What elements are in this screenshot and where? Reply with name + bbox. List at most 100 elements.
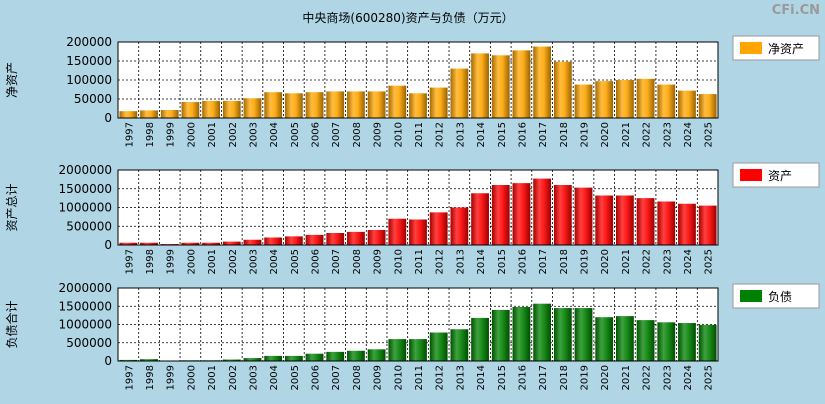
x-tick-label: 2017: [538, 122, 549, 147]
bar-2018: [554, 185, 572, 245]
bar-2007: [326, 233, 344, 245]
bar-2021: [616, 196, 634, 246]
y-tick-label: 1000000: [59, 201, 112, 215]
legend-swatch: [740, 42, 762, 54]
x-tick-label: 2018: [559, 249, 570, 274]
x-tick-label: 2013: [455, 365, 466, 390]
bar-2022: [637, 320, 655, 361]
bar-2007: [326, 352, 344, 361]
x-tick-label: 2016: [517, 249, 528, 274]
x-tick-label: 1999: [166, 249, 177, 274]
bar-1998: [140, 110, 158, 118]
bar-2010: [388, 339, 406, 361]
x-tick-label: 2022: [642, 365, 653, 390]
x-tick-label: 2011: [414, 249, 425, 274]
bar-2021: [616, 316, 634, 361]
x-tick-label: 2023: [662, 122, 673, 147]
bar-2011: [409, 220, 427, 246]
x-tick-label: 2013: [455, 249, 466, 274]
x-tick-label: 2012: [435, 365, 446, 390]
bar-2021: [616, 80, 634, 118]
x-tick-label: 2005: [290, 249, 301, 274]
x-tick-label: 1997: [124, 249, 135, 274]
x-tick-label: 2004: [269, 249, 280, 274]
x-tick-label: 2020: [600, 365, 611, 390]
y-tick-label: 0: [104, 354, 112, 368]
bar-2006: [306, 354, 324, 361]
bar-2016: [513, 183, 531, 245]
x-tick-label: 2000: [186, 249, 197, 274]
bar-2004: [264, 92, 282, 118]
x-tick-label: 2017: [538, 249, 549, 274]
bar-2018: [554, 62, 572, 118]
x-tick-label: 2005: [290, 122, 301, 147]
y-tick-label: 1500000: [59, 299, 112, 313]
x-tick-label: 2008: [352, 365, 363, 390]
x-tick-label: 2019: [580, 249, 591, 274]
x-tick-label: 2000: [186, 122, 197, 147]
y-tick-label: 150000: [66, 54, 112, 68]
x-tick-label: 2001: [207, 122, 218, 147]
bar-2003: [244, 98, 262, 118]
x-tick-label: 2023: [662, 249, 673, 274]
bar-2009: [368, 349, 386, 361]
x-tick-label: 1998: [145, 249, 156, 274]
watermark: CFi.CN: [772, 3, 820, 18]
x-tick-label: 2025: [704, 122, 715, 147]
legend-swatch: [740, 290, 762, 302]
y-tick-label: 100000: [66, 73, 112, 87]
x-tick-label: 2016: [517, 365, 528, 390]
bar-2008: [347, 351, 365, 361]
x-tick-label: 2003: [248, 249, 259, 274]
bar-2017: [533, 179, 551, 245]
x-tick-label: 2006: [311, 122, 322, 147]
bar-2024: [678, 91, 696, 118]
bar-2000: [182, 102, 200, 118]
x-tick-label: 2011: [414, 122, 425, 147]
y-tick-label: 2000000: [59, 281, 112, 295]
x-tick-label: 2010: [393, 365, 404, 390]
bar-2023: [657, 202, 675, 246]
bar-2013: [450, 69, 468, 118]
bar-2020: [595, 81, 613, 118]
bar-1999: [161, 110, 179, 118]
x-tick-label: 2001: [207, 249, 218, 274]
bar-2013: [450, 329, 468, 361]
x-tick-label: 2020: [600, 122, 611, 147]
y-tick-label: 50000: [74, 92, 112, 106]
x-tick-label: 2012: [435, 249, 446, 274]
x-tick-label: 2008: [352, 122, 363, 147]
legend-label: 负债: [768, 290, 792, 304]
bar-2006: [306, 92, 324, 118]
x-tick-label: 2014: [476, 122, 487, 147]
x-tick-label: 2002: [228, 122, 239, 147]
bar-2018: [554, 308, 572, 361]
y-axis-label: 资产总计: [5, 183, 19, 231]
bar-2025: [699, 94, 717, 118]
x-tick-label: 2015: [497, 122, 508, 147]
x-tick-label: 2009: [373, 249, 384, 274]
bar-2005: [285, 356, 303, 361]
y-axis-label: 负债合计: [4, 300, 19, 348]
x-tick-label: 2011: [414, 365, 425, 390]
x-tick-label: 2014: [476, 249, 487, 274]
bar-2019: [575, 188, 593, 245]
bar-2009: [368, 230, 386, 245]
x-tick-label: 2017: [538, 365, 549, 390]
legend-label: 净资产: [768, 42, 804, 56]
bar-2012: [430, 333, 448, 361]
x-tick-label: 2019: [580, 122, 591, 147]
x-tick-label: 2012: [435, 122, 446, 147]
y-tick-label: 1000000: [59, 318, 112, 332]
x-tick-label: 2013: [455, 122, 466, 147]
chart-title: 中央商场(600280)资产与负债（万元）: [302, 10, 513, 25]
y-tick-label: 0: [104, 111, 112, 125]
bar-2020: [595, 196, 613, 246]
bar-2014: [471, 318, 489, 361]
x-tick-label: 2006: [311, 249, 322, 274]
bar-2003: [244, 240, 262, 245]
x-tick-label: 2015: [497, 249, 508, 274]
